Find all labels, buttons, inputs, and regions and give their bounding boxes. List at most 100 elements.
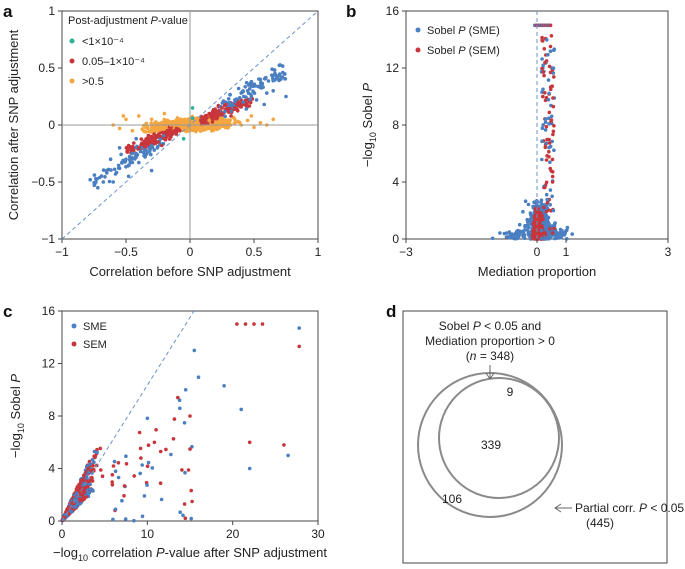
point-b-sme	[523, 228, 527, 232]
point-c-spread	[171, 437, 176, 441]
point-c-spread	[145, 416, 150, 421]
point-a-series	[143, 155, 147, 159]
point-c-outlier	[188, 414, 192, 418]
legend-swatch-c-sme	[71, 323, 77, 329]
point-c-spread	[178, 406, 182, 411]
point-b-streak	[547, 141, 552, 145]
panel-c-xlabel: −log10 correlation P-value after SNP adj…	[53, 545, 327, 563]
point-b-sme	[521, 209, 525, 214]
point-c-outlier	[247, 466, 252, 471]
point-b-sem	[535, 232, 540, 236]
point-a-red	[165, 128, 170, 133]
point-a-series	[149, 134, 154, 139]
venn-arrow1-head	[485, 372, 495, 380]
point-b-streak	[551, 66, 556, 70]
point-a-orange	[164, 119, 169, 123]
venn-label2-line2: (445)	[586, 516, 614, 530]
point-a-orange	[153, 124, 158, 129]
point-a-blue	[149, 152, 153, 157]
point-a-series	[165, 134, 169, 139]
point-a-orange	[209, 129, 214, 133]
point-a-red	[174, 130, 179, 135]
point-c	[71, 505, 76, 509]
point-b-streak	[539, 228, 544, 233]
point-c-spread	[142, 494, 147, 498]
point-b-streak	[544, 158, 549, 162]
point-b-sme	[529, 213, 533, 217]
point-c-spread	[122, 484, 127, 488]
point-b-streak	[543, 60, 547, 65]
point-b-streak	[540, 57, 544, 61]
point-a-series	[265, 91, 269, 95]
venn-label1-line3: (n = 348)	[466, 349, 514, 363]
point-a-series	[258, 77, 263, 82]
point-b-streak	[551, 104, 556, 109]
point-a-series	[105, 171, 109, 175]
x-tick-label-b: 1	[563, 245, 570, 259]
point-a-blue	[226, 97, 231, 101]
point-b-streak	[540, 157, 544, 162]
point-a-series	[252, 125, 256, 130]
point-a-series	[284, 94, 288, 99]
point-c-spread	[124, 462, 129, 466]
point-a-series	[280, 75, 285, 79]
point-c-spread	[111, 464, 116, 468]
point-a-blue	[223, 114, 227, 119]
legend-label-1: <1×10⁻⁴	[82, 36, 124, 48]
venn-circle-sobel	[438, 377, 560, 499]
point-a-red	[146, 133, 151, 138]
point-a-series	[108, 157, 113, 161]
point-c-spread	[176, 395, 180, 400]
point-c-spread	[110, 480, 114, 484]
point-b-streak	[541, 123, 545, 127]
point-c-spread	[146, 460, 151, 465]
point-c-spread	[182, 421, 187, 425]
point-c-spread	[116, 475, 121, 480]
x-tick-label-c: 0	[59, 527, 66, 541]
point-a-red	[160, 130, 165, 135]
point-c-spread	[139, 456, 143, 460]
point-a-blue	[223, 109, 227, 114]
point-c-spread	[158, 449, 163, 454]
point-a-series	[143, 140, 147, 144]
point-b-streak	[539, 236, 544, 241]
y-tick-label-c: 12	[42, 357, 56, 371]
point-c	[88, 462, 92, 467]
y-tick-label-a: −1	[41, 232, 55, 246]
point-b-streak	[547, 91, 551, 96]
point-c-spread	[140, 463, 144, 467]
point-b-sme	[516, 236, 521, 240]
point-a-blue	[103, 175, 107, 179]
point-a-blue	[119, 152, 123, 157]
panel-c-legend-sme: SME	[83, 321, 107, 333]
point-a-series	[239, 91, 243, 95]
point-b-sme	[546, 215, 551, 220]
point-b-sme	[542, 203, 546, 207]
point-a-green	[190, 116, 195, 120]
point-a-series	[229, 109, 233, 114]
panel-b-legend-sme: Sobel P (SME)	[427, 25, 500, 37]
x-tick-label-a: −0.5	[114, 245, 138, 259]
point-c-spread	[150, 466, 155, 470]
point-b-streak	[548, 188, 553, 192]
panel-c-y-ticks: 0 4 8 12 16	[42, 304, 62, 528]
y-tick-label-a: 1	[48, 4, 55, 18]
point-c	[89, 469, 93, 473]
panel-b-y-ticks: 0 4 8 12 16	[386, 4, 406, 246]
point-b-streak	[548, 203, 552, 207]
panel-a: −1 −0.5 0 0.5 1 −1 −0.5 0 0.5 1 Correlation befo…	[6, 4, 322, 279]
point-c	[95, 447, 99, 452]
point-b-streak	[541, 87, 545, 92]
point-b-sme	[525, 223, 530, 227]
point-a-blue	[92, 173, 97, 177]
point-a-orange	[220, 120, 225, 124]
point-c-spread	[120, 498, 124, 503]
point-a-series	[130, 128, 135, 133]
point-a-series	[207, 111, 211, 116]
point-b-sme	[504, 235, 509, 239]
point-a-red	[152, 140, 156, 144]
point-c	[87, 459, 92, 464]
point-a-blue	[158, 137, 162, 141]
x-tick-label-a: 0	[187, 245, 194, 259]
point-c-spread	[140, 514, 145, 519]
